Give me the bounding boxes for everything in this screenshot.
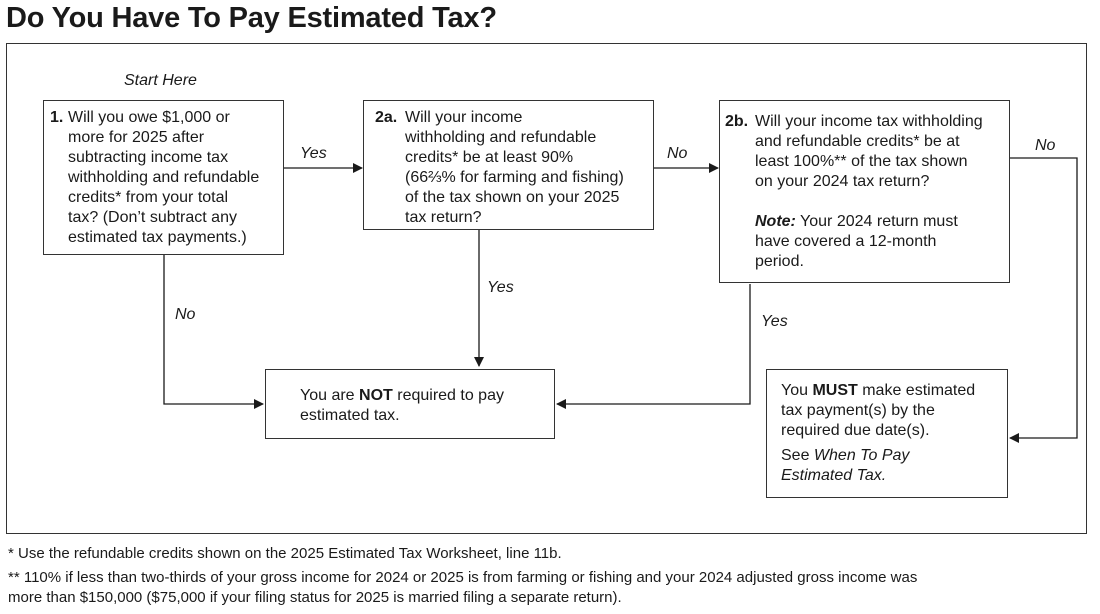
question-2a-line: credits* be at least 90%	[405, 149, 574, 166]
question-2a-line: withholding and refundable	[405, 129, 597, 146]
question-2b-note-line: period.	[755, 253, 804, 270]
question-1-line: withholding and refundable	[68, 169, 260, 186]
edge-label-q1-no: No	[175, 306, 196, 323]
page-title: Do You Have To Pay Estimated Tax?	[6, 2, 497, 34]
question-2a-box: 2a. Will your income withholding and ref…	[363, 100, 654, 230]
result-not-line: estimated tax.	[300, 407, 400, 424]
edge-label-q1-yes: Yes	[300, 145, 327, 162]
edge-label-q2a-yes: Yes	[487, 279, 514, 296]
question-2b-line: on your 2024 tax return?	[755, 173, 930, 190]
question-2b-line: least 100%** of the tax shown	[755, 153, 968, 170]
note-label: Note:	[755, 213, 796, 230]
question-1-number: 1.	[50, 109, 64, 126]
result-must-emphasis: MUST	[812, 382, 858, 399]
arrow-q1-no	[163, 255, 264, 409]
footnote-1: * Use the refundable credits shown on th…	[8, 545, 562, 562]
result-not-text: You are	[300, 387, 360, 404]
question-1-line: credits* from your total	[68, 189, 229, 206]
result-not-line: You are NOT required to pay	[300, 386, 504, 406]
result-not-required-box: You are NOT required to pay estimated ta…	[265, 369, 555, 439]
question-1-line: subtracting income tax	[68, 149, 229, 166]
result-must-see-line: See When To Pay	[781, 446, 975, 466]
edge-label-q2b-yes: Yes	[761, 313, 788, 330]
question-1-line: Will you owe $1,000 or	[68, 109, 230, 126]
result-must-line: tax payment(s) by the	[781, 402, 935, 419]
arrow-q2b-yes	[556, 284, 751, 409]
see-text: See	[781, 447, 814, 464]
question-2a-line: Will your income	[405, 109, 523, 126]
question-2b-line: Will your income tax withholding	[755, 113, 983, 130]
result-must-text: You	[781, 382, 813, 399]
question-2b-note-line: have covered a 12-month	[755, 233, 937, 250]
question-2b-number: 2b.	[725, 113, 749, 130]
edge-label-q2b-no: No	[1035, 137, 1056, 154]
question-1-line: tax? (Don’t subtract any	[68, 209, 237, 226]
see-reference: When To Pay	[813, 447, 910, 464]
result-must-see-line: Estimated Tax.	[781, 467, 887, 484]
question-1-line: estimated tax payments.)	[68, 229, 247, 246]
question-1-box: 1. Will you owe $1,000 or more for 2025 …	[43, 100, 284, 255]
edge-label-q2a-no: No	[667, 145, 688, 162]
question-2a-line: tax return?	[405, 209, 482, 226]
flowchart-frame	[6, 43, 1087, 534]
result-must-line: You MUST make estimated	[781, 381, 975, 401]
arrow-q2b-no	[1009, 157, 1078, 443]
question-2a-line: of the tax shown on your 2025	[405, 189, 620, 206]
result-must-text: make estimated	[857, 382, 976, 399]
start-here-label: Start Here	[124, 72, 197, 89]
question-2b-note-line: Note: Your 2024 return must	[755, 212, 983, 232]
footnote-2-line: more than $150,000 ($75,000 if your fili…	[8, 589, 622, 606]
question-1-line: more for 2025 after	[68, 129, 205, 146]
question-2b-line: and refundable credits* be at	[755, 133, 960, 150]
footnote-2-line: ** 110% if less than two-thirds of your …	[8, 569, 918, 586]
question-2a-line: (66⅔% for farming and fishing)	[405, 169, 624, 186]
result-must-pay-box: You MUST make estimated tax payment(s) b…	[766, 369, 1008, 498]
result-not-text: required to pay	[392, 387, 504, 404]
result-not-emphasis: NOT	[359, 387, 393, 404]
result-must-line: required due date(s).	[781, 422, 930, 439]
question-2a-number: 2a.	[375, 109, 398, 126]
note-text: Your 2024 return must	[800, 213, 958, 230]
question-2b-box: 2b. Will your income tax withholding and…	[719, 100, 1010, 283]
